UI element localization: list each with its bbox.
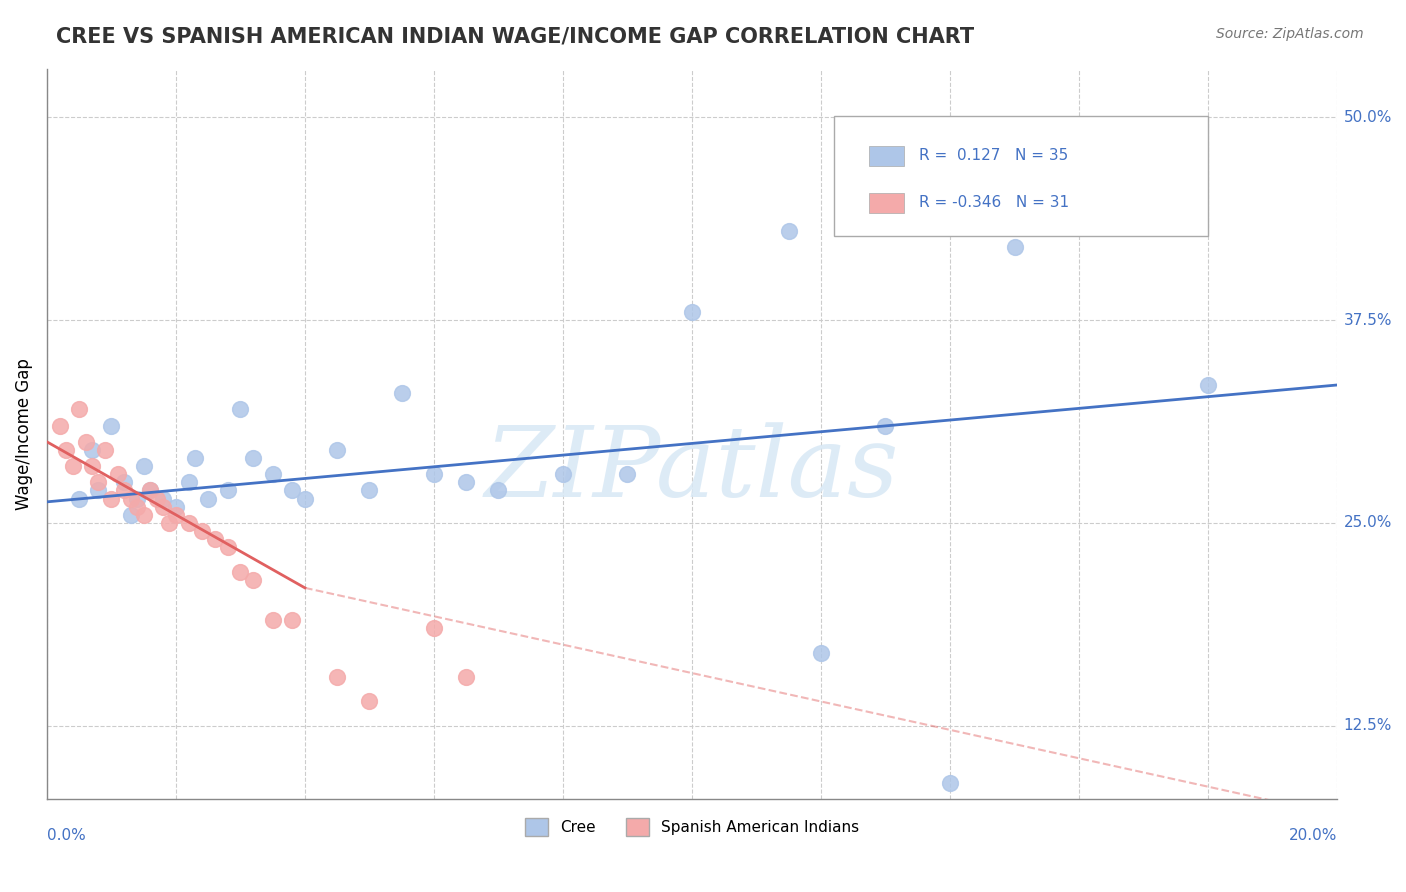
- Point: [939, 775, 962, 789]
- Point: [326, 670, 349, 684]
- Point: [778, 224, 800, 238]
- Point: [262, 613, 284, 627]
- Legend: Cree, Spanish American Indians: Cree, Spanish American Indians: [519, 812, 865, 842]
- Text: R = -0.346   N = 31: R = -0.346 N = 31: [920, 195, 1069, 211]
- Text: 25.0%: 25.0%: [1344, 516, 1392, 531]
- Point: [177, 475, 200, 490]
- Point: [67, 491, 90, 506]
- Point: [132, 508, 155, 522]
- FancyBboxPatch shape: [869, 194, 904, 213]
- Point: [100, 491, 122, 506]
- Point: [281, 483, 304, 498]
- Text: R =  0.127   N = 35: R = 0.127 N = 35: [920, 148, 1069, 163]
- Point: [87, 483, 110, 498]
- Point: [165, 508, 187, 522]
- Point: [107, 467, 129, 482]
- Point: [217, 483, 239, 498]
- Point: [55, 442, 77, 457]
- Text: 20.0%: 20.0%: [1289, 828, 1337, 843]
- Point: [132, 459, 155, 474]
- Point: [139, 483, 162, 498]
- FancyBboxPatch shape: [869, 146, 904, 166]
- Point: [229, 402, 252, 417]
- Point: [326, 442, 349, 457]
- Point: [281, 613, 304, 627]
- Point: [423, 467, 446, 482]
- Point: [616, 467, 638, 482]
- Point: [120, 508, 142, 522]
- Point: [62, 459, 84, 474]
- Point: [391, 386, 413, 401]
- Point: [49, 418, 72, 433]
- Point: [75, 434, 97, 449]
- Text: 37.5%: 37.5%: [1344, 312, 1392, 327]
- Point: [242, 450, 264, 465]
- Point: [204, 532, 226, 546]
- Point: [120, 491, 142, 506]
- Point: [551, 467, 574, 482]
- Point: [184, 450, 207, 465]
- Point: [359, 694, 381, 708]
- Point: [488, 483, 510, 498]
- Point: [112, 475, 135, 490]
- Point: [197, 491, 219, 506]
- Point: [456, 670, 478, 684]
- Point: [217, 541, 239, 555]
- Point: [242, 573, 264, 587]
- Point: [112, 483, 135, 498]
- Point: [875, 418, 897, 433]
- Point: [190, 524, 212, 538]
- Point: [139, 483, 162, 498]
- Point: [1197, 378, 1219, 392]
- Point: [145, 491, 167, 506]
- Point: [1004, 240, 1026, 254]
- Point: [262, 467, 284, 482]
- Point: [94, 442, 117, 457]
- FancyBboxPatch shape: [834, 116, 1208, 236]
- Text: Source: ZipAtlas.com: Source: ZipAtlas.com: [1216, 27, 1364, 41]
- Point: [681, 305, 703, 319]
- Text: 12.5%: 12.5%: [1344, 718, 1392, 733]
- Point: [177, 516, 200, 530]
- Point: [229, 565, 252, 579]
- Point: [423, 622, 446, 636]
- Text: ZIPatlas: ZIPatlas: [485, 423, 900, 518]
- Point: [152, 491, 174, 506]
- Point: [810, 646, 832, 660]
- Text: 50.0%: 50.0%: [1344, 110, 1392, 125]
- Point: [294, 491, 316, 506]
- Point: [67, 402, 90, 417]
- Point: [359, 483, 381, 498]
- Point: [127, 500, 149, 514]
- Text: 0.0%: 0.0%: [46, 828, 86, 843]
- Point: [80, 442, 103, 457]
- Point: [87, 475, 110, 490]
- Point: [456, 475, 478, 490]
- Point: [165, 500, 187, 514]
- Point: [159, 516, 181, 530]
- Point: [152, 500, 174, 514]
- Y-axis label: Wage/Income Gap: Wage/Income Gap: [15, 358, 32, 509]
- Point: [100, 418, 122, 433]
- Point: [80, 459, 103, 474]
- Point: [127, 491, 149, 506]
- Text: CREE VS SPANISH AMERICAN INDIAN WAGE/INCOME GAP CORRELATION CHART: CREE VS SPANISH AMERICAN INDIAN WAGE/INC…: [56, 27, 974, 46]
